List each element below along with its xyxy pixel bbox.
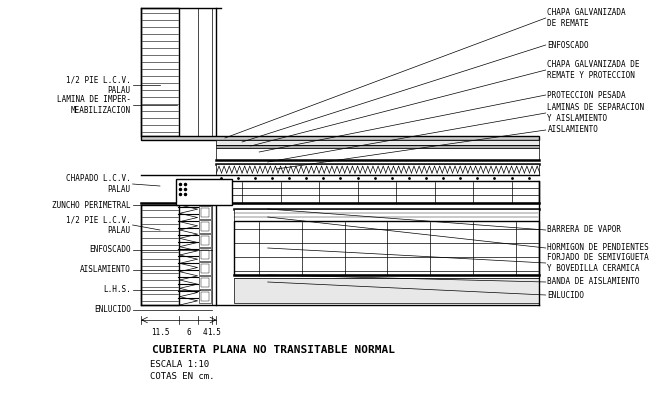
Ellipse shape	[259, 152, 265, 159]
Ellipse shape	[280, 150, 284, 156]
Bar	[201, 264, 209, 273]
Ellipse shape	[228, 155, 235, 160]
Text: 11.5: 11.5	[151, 328, 169, 337]
Text: 4: 4	[203, 328, 207, 337]
Text: ESCALA 1:10: ESCALA 1:10	[150, 360, 209, 369]
Bar	[141, 8, 179, 136]
Ellipse shape	[375, 153, 380, 156]
Ellipse shape	[324, 152, 328, 160]
Text: ENFOSCADO: ENFOSCADO	[89, 246, 131, 254]
Text: 1/2 PIE L.C.V.
PALAU: 1/2 PIE L.C.V. PALAU	[66, 75, 131, 95]
Text: CHAPADO L.C.V.
PALAU: CHAPADO L.C.V. PALAU	[66, 174, 131, 194]
Ellipse shape	[428, 150, 433, 155]
Text: 1.5: 1.5	[207, 328, 221, 337]
Bar	[200, 220, 211, 233]
Text: AISLAMIENTO: AISLAMIENTO	[547, 126, 598, 134]
Bar	[200, 248, 211, 261]
Text: COTAS EN cm.: COTAS EN cm.	[150, 372, 214, 381]
Bar	[216, 148, 539, 160]
Ellipse shape	[465, 150, 471, 154]
Bar	[201, 208, 209, 217]
Ellipse shape	[338, 155, 344, 160]
Bar	[216, 145, 539, 148]
Ellipse shape	[413, 148, 416, 154]
Bar	[233, 209, 539, 221]
Bar	[200, 262, 211, 275]
Ellipse shape	[509, 148, 512, 153]
Bar	[200, 234, 211, 247]
Ellipse shape	[449, 154, 452, 158]
Bar	[201, 250, 209, 259]
Ellipse shape	[411, 149, 415, 154]
Ellipse shape	[312, 147, 317, 156]
Bar	[200, 276, 211, 289]
Bar	[141, 136, 539, 140]
Ellipse shape	[474, 150, 477, 155]
Ellipse shape	[270, 147, 276, 154]
Bar	[176, 179, 232, 205]
Text: CHAPA GALVANIZADA DE
REMATE Y PROTECCION: CHAPA GALVANIZADA DE REMATE Y PROTECCION	[547, 60, 640, 80]
Bar	[216, 140, 539, 145]
Text: PROTECCION PESADA: PROTECCION PESADA	[547, 90, 626, 100]
Text: LAMINAS DE SEPARACION
Y AISLAMIENTO: LAMINAS DE SEPARACION Y AISLAMIENTO	[547, 103, 645, 123]
Ellipse shape	[473, 155, 477, 159]
Bar	[201, 278, 209, 287]
Ellipse shape	[491, 152, 494, 158]
Bar	[216, 181, 539, 203]
Bar	[201, 222, 209, 231]
Text: ZUNCHO PERIMETRAL: ZUNCHO PERIMETRAL	[52, 200, 131, 210]
Bar	[200, 206, 211, 219]
Ellipse shape	[389, 150, 396, 152]
Bar	[201, 292, 209, 301]
Ellipse shape	[261, 152, 265, 156]
Text: 6: 6	[187, 328, 191, 337]
Text: FORJADO DE SEMIVIGUETA
Y BOVEDILLA CERAMICA: FORJADO DE SEMIVIGUETA Y BOVEDILLA CERAM…	[547, 253, 649, 273]
Ellipse shape	[493, 154, 497, 159]
Bar	[233, 221, 539, 275]
Text: ENFOSCADO: ENFOSCADO	[547, 40, 589, 50]
Text: BANDA DE AISLAMIENTO: BANDA DE AISLAMIENTO	[547, 278, 640, 286]
Bar	[200, 290, 211, 303]
Ellipse shape	[298, 152, 306, 155]
Text: L.H.S.: L.H.S.	[103, 286, 131, 294]
Text: ENLUCIDO: ENLUCIDO	[547, 290, 584, 300]
Ellipse shape	[343, 148, 348, 156]
Text: 1/2 PIE L.C.V.
PALAU: 1/2 PIE L.C.V. PALAU	[66, 215, 131, 235]
Text: AISLAMIENTO: AISLAMIENTO	[80, 266, 131, 274]
Ellipse shape	[523, 152, 528, 161]
Ellipse shape	[232, 153, 237, 157]
Text: ENLUCIDO: ENLUCIDO	[94, 306, 131, 314]
Bar	[201, 236, 209, 245]
Text: CHAPA GALVANIZADA
DE REMATE: CHAPA GALVANIZADA DE REMATE	[547, 8, 626, 28]
Bar	[141, 205, 179, 305]
Bar	[216, 164, 539, 175]
Text: LAMINA DE IMPER-
MEABILIZACION: LAMINA DE IMPER- MEABILIZACION	[57, 95, 131, 115]
Text: CUBIERTA PLANA NO TRANSITABLE NORMAL: CUBIERTA PLANA NO TRANSITABLE NORMAL	[152, 345, 395, 355]
Text: BARRERA DE VAPOR: BARRERA DE VAPOR	[547, 226, 621, 234]
Ellipse shape	[462, 150, 466, 154]
Bar	[233, 278, 539, 303]
Text: HORMIGON DE PENDIENTES: HORMIGON DE PENDIENTES	[547, 244, 649, 252]
